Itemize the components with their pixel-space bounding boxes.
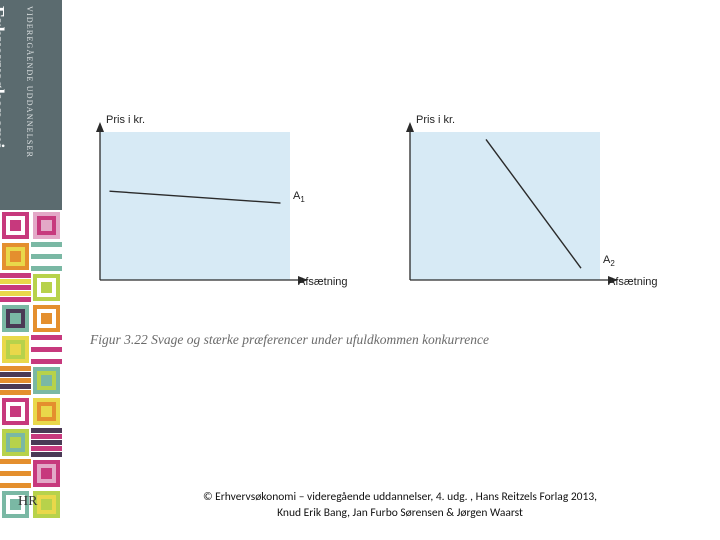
sidebar-subtitle: VIDEREGÅENDE UDDANNELSER — [25, 6, 34, 158]
chart-svg — [398, 120, 620, 300]
publisher-logo: HR — [18, 494, 37, 510]
series-label-a2: A2 — [603, 254, 615, 268]
figure-caption: Figur 3.22 Svage og stærke præferencer u… — [90, 332, 489, 348]
chart-svg — [88, 120, 310, 300]
chart-strong-preferences: Pris i kr. Afsætning A2 — [398, 120, 620, 300]
series-label-a1: A1 — [293, 190, 305, 204]
copyright-line1: © Erhvervsøkonomi – videregående uddanne… — [110, 490, 690, 506]
sidebar-header: Erhvervsøkonomi VIDEREGÅENDE UDDANNELSER — [0, 0, 62, 210]
figure: Pris i kr. Afsætning A1 Pris i kr. Afsæt… — [78, 120, 718, 350]
sidebar-title: Erhvervsøkonomi — [0, 6, 8, 149]
sidebar: Erhvervsøkonomi VIDEREGÅENDE UDDANNELSER — [0, 0, 62, 540]
copyright-line2: Knud Erik Bang, Jan Furbo Sørensen & Jør… — [110, 506, 690, 522]
y-axis-label: Pris i kr. — [416, 114, 455, 126]
y-axis-label: Pris i kr. — [106, 114, 145, 126]
chart-weak-preferences: Pris i kr. Afsætning A1 — [88, 120, 310, 300]
x-axis-label: Afsætning — [608, 276, 658, 288]
copyright: © Erhvervsøkonomi – videregående uddanne… — [110, 490, 690, 521]
x-axis-label: Afsætning — [298, 276, 348, 288]
sidebar-pattern — [0, 210, 62, 540]
